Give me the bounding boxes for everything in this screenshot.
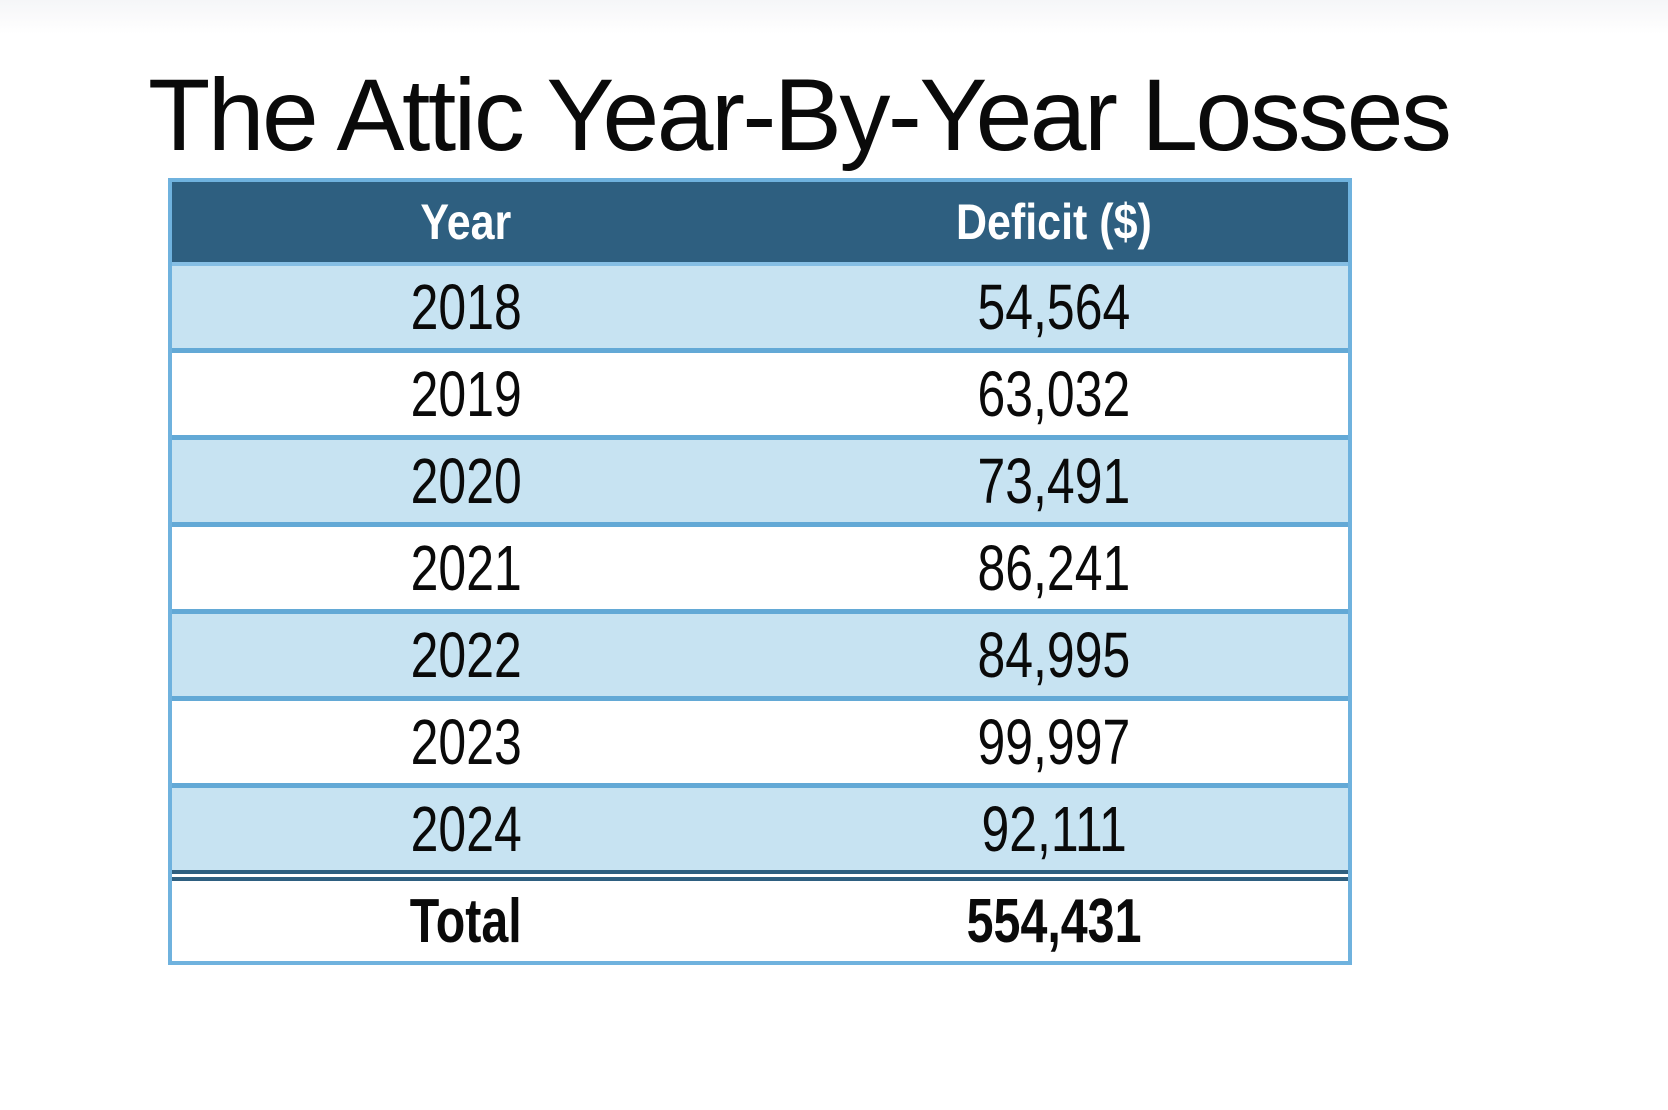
table-row: 2020 73,491 — [172, 435, 1348, 522]
deficit-value: 99,997 — [977, 706, 1131, 778]
year-value: 2023 — [410, 706, 522, 778]
column-header-deficit-label: Deficit ($) — [956, 194, 1152, 250]
table-row: 2018 54,564 — [172, 266, 1348, 348]
deficit-value: 73,491 — [977, 445, 1131, 517]
year-cell: 2018 — [172, 266, 760, 348]
year-cell: 2022 — [172, 609, 760, 696]
year-value: 2021 — [410, 532, 522, 604]
deficit-cell: 84,995 — [760, 609, 1348, 696]
losses-table: Year Deficit ($) 2018 54,564 2019 63,032 — [168, 178, 1352, 965]
deficit-cell: 99,997 — [760, 696, 1348, 783]
column-header-year-label: Year — [420, 194, 512, 250]
losses-table-container: Year Deficit ($) 2018 54,564 2019 63,032 — [168, 178, 1352, 965]
top-fade-band — [0, 0, 1668, 34]
year-cell: 2023 — [172, 696, 760, 783]
table-row: 2019 63,032 — [172, 348, 1348, 435]
table-row: 2024 92,111 — [172, 783, 1348, 870]
year-cell: 2024 — [172, 783, 760, 870]
year-value: 2022 — [410, 619, 522, 691]
deficit-cell: 86,241 — [760, 522, 1348, 609]
deficit-cell: 63,032 — [760, 348, 1348, 435]
deficit-value: 86,241 — [977, 532, 1131, 604]
total-label-cell: Total — [172, 870, 760, 961]
total-value: 554,431 — [966, 886, 1142, 956]
table-header-row: Year Deficit ($) — [172, 182, 1348, 266]
table-row: 2023 99,997 — [172, 696, 1348, 783]
total-value-cell: 554,431 — [760, 870, 1348, 961]
total-row: Total 554,431 — [172, 870, 1348, 961]
year-cell: 2019 — [172, 348, 760, 435]
total-label: Total — [410, 886, 522, 956]
deficit-value: 54,564 — [977, 271, 1131, 343]
deficit-value: 92,111 — [981, 793, 1127, 865]
year-cell: 2020 — [172, 435, 760, 522]
year-value: 2020 — [410, 445, 522, 517]
deficit-cell: 92,111 — [760, 783, 1348, 870]
column-header-year: Year — [172, 182, 760, 266]
page-title: The Attic Year-By-Year Losses — [148, 58, 1452, 172]
year-cell: 2021 — [172, 522, 760, 609]
year-value: 2024 — [410, 793, 522, 865]
table-row: 2021 86,241 — [172, 522, 1348, 609]
year-value: 2018 — [410, 271, 522, 343]
deficit-cell: 73,491 — [760, 435, 1348, 522]
table-row: 2022 84,995 — [172, 609, 1348, 696]
column-header-deficit: Deficit ($) — [760, 182, 1348, 266]
deficit-cell: 54,564 — [760, 266, 1348, 348]
year-value: 2019 — [410, 358, 522, 430]
deficit-value: 84,995 — [977, 619, 1131, 691]
deficit-value: 63,032 — [977, 358, 1131, 430]
